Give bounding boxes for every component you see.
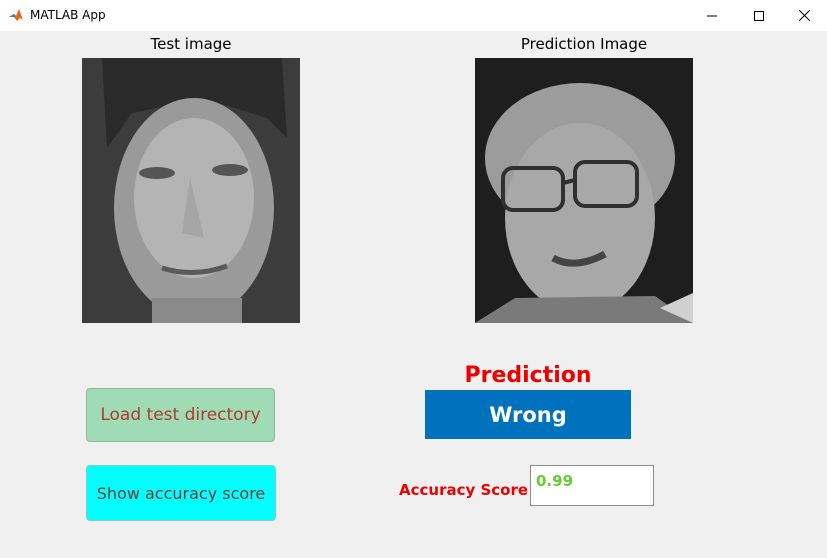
prediction-image-title: Prediction Image <box>520 35 648 53</box>
test-image-title: Test image <box>150 35 232 53</box>
prediction-result-box: Wrong <box>425 390 631 439</box>
window-title: MATLAB App <box>30 8 106 22</box>
prediction-image <box>475 58 693 323</box>
show-accuracy-score-button[interactable]: Show accuracy score <box>86 465 276 521</box>
close-icon <box>798 10 810 21</box>
prediction-label: Prediction <box>464 363 592 388</box>
maximize-icon <box>754 10 764 21</box>
close-button[interactable] <box>781 0 827 31</box>
matlab-logo-icon <box>8 7 24 23</box>
minimize-button[interactable] <box>689 0 735 31</box>
accuracy-score-field[interactable]: 0.99 <box>530 465 654 506</box>
maximize-button[interactable] <box>736 0 782 31</box>
load-test-directory-button[interactable]: Load test directory <box>86 388 275 442</box>
accuracy-score-label: Accuracy Score <box>399 481 529 499</box>
minimize-icon <box>707 15 717 16</box>
test-image <box>82 58 300 323</box>
window-titlebar: MATLAB App <box>0 0 827 31</box>
